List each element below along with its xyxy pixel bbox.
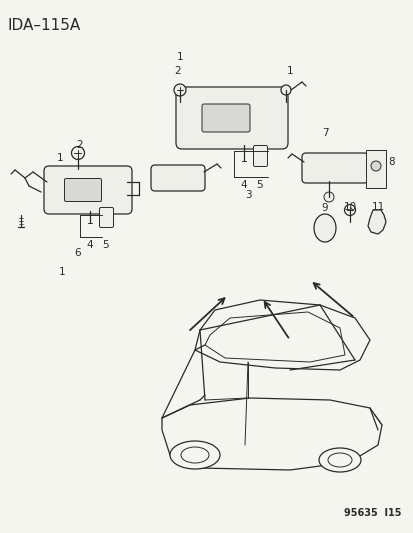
Text: 3: 3	[244, 190, 251, 200]
Circle shape	[344, 205, 355, 215]
Polygon shape	[367, 210, 385, 234]
Circle shape	[370, 161, 380, 171]
FancyBboxPatch shape	[202, 104, 249, 132]
FancyBboxPatch shape	[253, 146, 267, 166]
Text: 1: 1	[57, 153, 63, 163]
Ellipse shape	[313, 214, 335, 242]
FancyBboxPatch shape	[365, 150, 385, 188]
Ellipse shape	[180, 447, 209, 463]
FancyBboxPatch shape	[151, 165, 204, 191]
Circle shape	[71, 147, 84, 159]
FancyBboxPatch shape	[64, 179, 101, 201]
Polygon shape	[204, 312, 344, 362]
Text: 95635  I15: 95635 I15	[344, 508, 401, 518]
Text: IDA–115A: IDA–115A	[8, 18, 81, 33]
FancyBboxPatch shape	[176, 87, 287, 149]
Ellipse shape	[318, 448, 360, 472]
FancyBboxPatch shape	[99, 207, 113, 228]
Polygon shape	[195, 300, 369, 370]
Circle shape	[173, 84, 185, 96]
Circle shape	[323, 192, 333, 202]
Text: 2: 2	[76, 140, 83, 150]
Text: 5: 5	[256, 180, 263, 190]
Ellipse shape	[170, 441, 219, 469]
Text: 4: 4	[86, 240, 93, 250]
Polygon shape	[161, 398, 381, 470]
Text: 6: 6	[74, 248, 81, 258]
Text: 5: 5	[102, 240, 109, 250]
Circle shape	[280, 85, 290, 95]
FancyBboxPatch shape	[44, 166, 132, 214]
Text: 9: 9	[321, 203, 328, 213]
Text: 1: 1	[286, 66, 292, 76]
Text: 2: 2	[174, 66, 181, 76]
Text: 1: 1	[176, 52, 183, 62]
FancyBboxPatch shape	[301, 153, 367, 183]
Text: 1: 1	[59, 267, 65, 277]
Text: 8: 8	[388, 157, 394, 167]
Text: 7: 7	[321, 128, 328, 138]
Text: 10: 10	[343, 202, 356, 212]
Text: 4: 4	[240, 180, 247, 190]
Ellipse shape	[327, 453, 351, 467]
Text: 11: 11	[370, 202, 384, 212]
